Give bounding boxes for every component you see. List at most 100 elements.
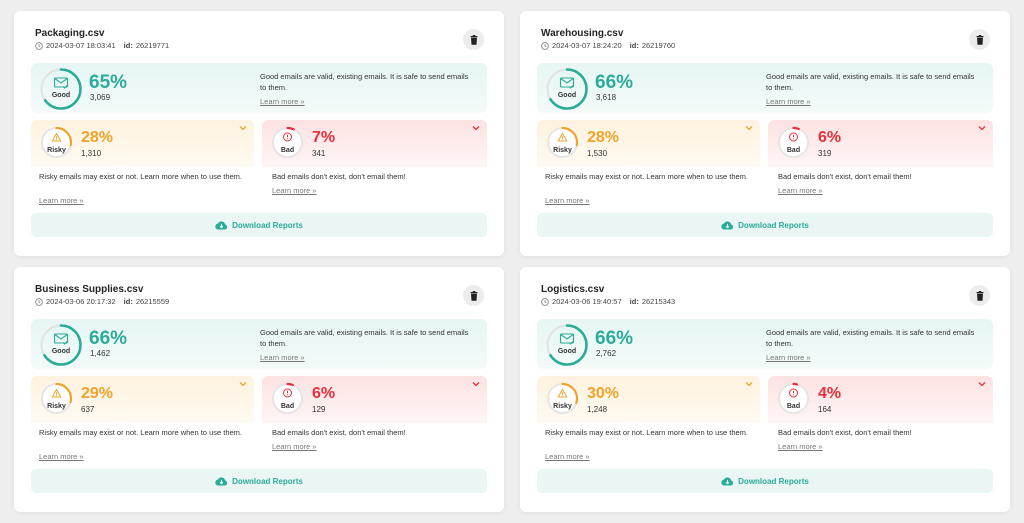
good-count: 2,762 [596, 349, 617, 358]
good-description: Good emails are valid, existing emails. … [766, 328, 975, 348]
bad-description: Bad emails don't exist, don't email them… [778, 428, 912, 437]
bad-learn-more-link[interactable]: Learn more » [778, 442, 823, 451]
good-learn-more-link[interactable]: Learn more » [766, 353, 811, 362]
delete-button[interactable] [463, 29, 484, 50]
risky-percent: 28% [587, 129, 620, 146]
risky-description: Risky emails may exist or not. Learn mor… [545, 428, 748, 437]
risky-label: Risky [47, 403, 66, 410]
good-learn-more-link[interactable]: Learn more » [766, 97, 811, 106]
bad-learn-more-link[interactable]: Learn more » [272, 186, 317, 195]
trash-icon [470, 290, 477, 301]
good-count: 3,618 [596, 93, 617, 102]
bad-percent: 7% [312, 129, 336, 146]
good-label: Good [51, 92, 71, 99]
report-datetime: 2024-03-06 19:40:57 [552, 297, 622, 306]
good-percent: 66% [595, 72, 634, 93]
bad-percent: 6% [818, 129, 842, 146]
risky-percent: 29% [81, 385, 114, 402]
bad-panel[interactable]: Bad 6% 319 [768, 120, 993, 167]
risky-learn-more-link[interactable]: Learn more » [545, 452, 590, 461]
bad-label: Bad [786, 403, 801, 410]
error-circle-icon [283, 388, 292, 398]
good-percent: 65% [89, 72, 128, 93]
bad-learn-more-link[interactable]: Learn more » [778, 186, 823, 195]
good-percent: 66% [89, 328, 128, 349]
chevron-down-icon[interactable] [239, 381, 247, 387]
report-meta: 2024-03-07 18:03:41 id: 26219771 [35, 41, 169, 50]
good-panel: Good 65% 3,069 Good emails are valid, ex… [31, 63, 487, 113]
warning-icon [51, 389, 62, 398]
risky-count: 637 [81, 405, 95, 414]
good-label: Good [557, 348, 577, 355]
delete-button[interactable] [969, 29, 990, 50]
risky-panel[interactable]: Risky 28% 1,530 [537, 120, 760, 167]
good-progress-ring [40, 68, 82, 110]
good-count: 3,069 [90, 93, 111, 102]
risky-progress-ring [546, 382, 579, 415]
download-reports-label: Download Reports [738, 476, 809, 486]
clock-icon [541, 41, 549, 50]
warning-icon [557, 133, 568, 142]
chevron-down-icon[interactable] [472, 125, 480, 131]
report-datetime: 2024-03-06 20:17:32 [46, 297, 116, 306]
report-card: Business Supplies.csv 2024-03-06 20:17:3… [14, 267, 504, 512]
envelope-check-icon [559, 77, 575, 89]
risky-label: Risky [553, 147, 572, 154]
download-reports-label: Download Reports [232, 476, 303, 486]
bad-label: Bad [280, 403, 295, 410]
delete-button[interactable] [463, 285, 484, 306]
risky-percent: 30% [587, 385, 620, 402]
download-reports-button[interactable]: Download Reports [31, 213, 487, 237]
risky-progress-ring [546, 126, 579, 159]
good-label: Good [557, 92, 577, 99]
report-id: 26219760 [641, 41, 676, 50]
risky-learn-more-link[interactable]: Learn more » [39, 196, 84, 205]
risky-learn-more-link[interactable]: Learn more » [545, 196, 590, 205]
risky-progress-ring [40, 126, 73, 159]
bad-learn-more-link[interactable]: Learn more » [272, 442, 317, 451]
bad-percent: 4% [818, 385, 842, 402]
risky-label: Risky [47, 147, 66, 154]
risky-description: Risky emails may exist or not. Learn mor… [39, 428, 242, 437]
good-progress-ring [546, 68, 588, 110]
risky-learn-more-link[interactable]: Learn more » [39, 452, 84, 461]
bad-panel[interactable]: Bad 4% 164 [768, 376, 993, 423]
report-id: 26219771 [135, 41, 170, 50]
chevron-down-icon[interactable] [978, 125, 986, 131]
file-name: Logistics.csv [541, 284, 605, 295]
good-description: Good emails are valid, existing emails. … [766, 72, 975, 92]
envelope-check-icon [559, 333, 575, 345]
error-circle-icon [789, 388, 798, 398]
download-reports-button[interactable]: Download Reports [537, 469, 993, 493]
download-reports-button[interactable]: Download Reports [537, 213, 993, 237]
file-name: Packaging.csv [35, 28, 105, 39]
clock-icon [541, 297, 549, 306]
bad-panel[interactable]: Bad 6% 129 [262, 376, 487, 423]
good-learn-more-link[interactable]: Learn more » [260, 353, 305, 362]
risky-panel[interactable]: Risky 30% 1,248 [537, 376, 760, 423]
risky-progress-ring [40, 382, 73, 415]
risky-count: 1,310 [81, 149, 102, 158]
good-panel: Good 66% 3,618 Good emails are valid, ex… [537, 63, 993, 113]
delete-button[interactable] [969, 285, 990, 306]
chevron-down-icon[interactable] [978, 381, 986, 387]
bad-progress-ring [271, 126, 304, 159]
risky-count: 1,248 [587, 405, 608, 414]
warning-icon [51, 133, 62, 142]
report-card: Packaging.csv 2024-03-07 18:03:41 id: 26… [14, 11, 504, 256]
warning-icon [557, 389, 568, 398]
id-label: id: [629, 297, 639, 306]
chevron-down-icon[interactable] [239, 125, 247, 131]
good-learn-more-link[interactable]: Learn more » [260, 97, 305, 106]
download-reports-button[interactable]: Download Reports [31, 469, 487, 493]
chevron-down-icon[interactable] [745, 125, 753, 131]
chevron-down-icon[interactable] [745, 381, 753, 387]
chevron-down-icon[interactable] [472, 381, 480, 387]
error-circle-icon [789, 132, 798, 142]
bad-count: 129 [312, 405, 326, 414]
risky-count: 1,530 [587, 149, 608, 158]
bad-description: Bad emails don't exist, don't email them… [778, 172, 912, 181]
bad-panel[interactable]: Bad 7% 341 [262, 120, 487, 167]
risky-panel[interactable]: Risky 28% 1,310 [31, 120, 254, 167]
risky-panel[interactable]: Risky 29% 637 [31, 376, 254, 423]
